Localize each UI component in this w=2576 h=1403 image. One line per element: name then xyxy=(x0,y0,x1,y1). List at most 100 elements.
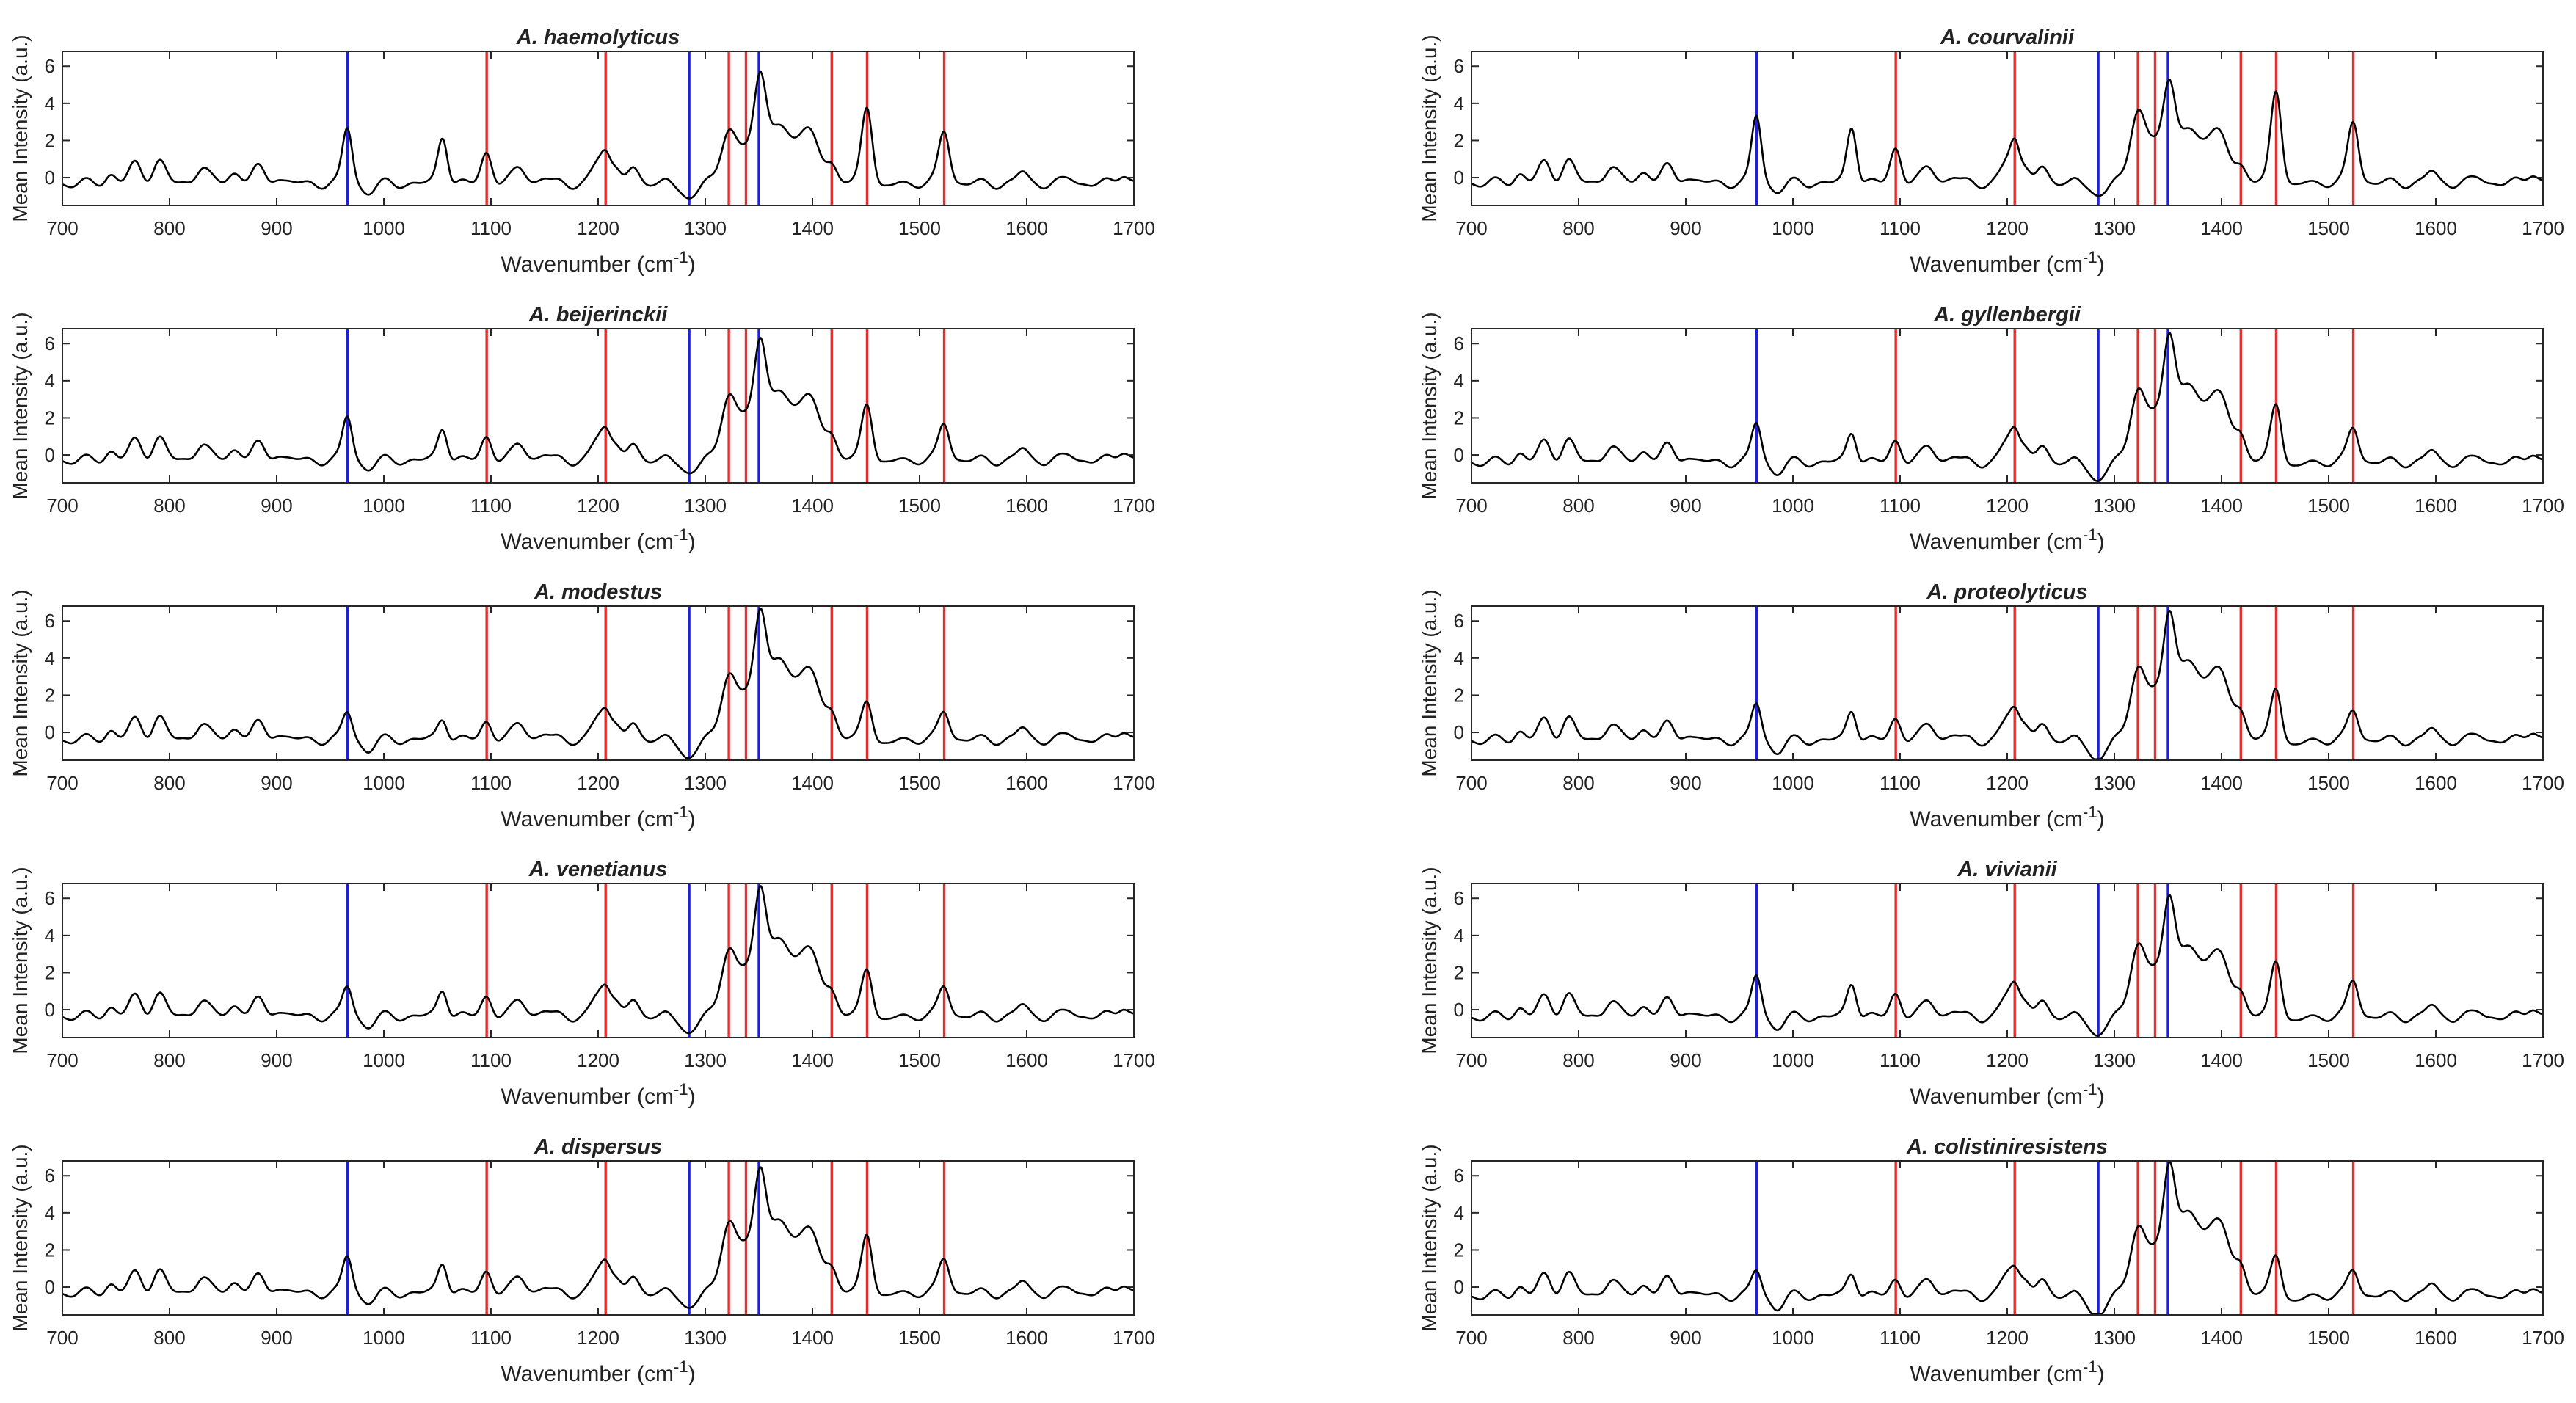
spectrum-panel-9: A. vivianii 700 800 900 1000 1100 1200 1300 1400… xyxy=(1418,858,2564,1109)
x-tick-label: 1400 xyxy=(2200,217,2243,239)
x-tick-label: 1500 xyxy=(898,495,941,517)
panel-title: A. beijerinckii xyxy=(528,303,669,327)
x-tick-label: 700 xyxy=(1455,1049,1487,1071)
y-tick-label: 6 xyxy=(1454,887,1464,909)
y-tick-label: 2 xyxy=(1454,684,1464,706)
x-tick-label: 1600 xyxy=(1005,1327,1048,1349)
x-tick-label: 1400 xyxy=(2200,1049,2243,1071)
x-tick-label: 1000 xyxy=(363,772,405,794)
x-tick-label: 1500 xyxy=(898,217,941,239)
spectrum-panel-1: A. haemolyticus 700 800 900 1000 1100 1200 1300… xyxy=(9,26,1155,277)
x-axis-label: Wavenumber (cm-1) xyxy=(501,525,695,554)
x-tick-label: 1000 xyxy=(363,1049,405,1071)
spectrum-panel-7: A. gyllenbergii 700 800 900 1000 1100 1200 1300… xyxy=(1418,303,2564,554)
x-tick-label: 900 xyxy=(261,1049,292,1071)
y-tick-label: 0 xyxy=(45,167,55,189)
x-tick-label: 1300 xyxy=(684,1327,727,1349)
x-tick-label: 1100 xyxy=(470,495,512,517)
x-tick-label: 800 xyxy=(1562,1049,1594,1071)
x-tick-label: 1000 xyxy=(363,495,405,517)
y-tick-label: 6 xyxy=(45,332,55,354)
y-tick-label: 6 xyxy=(45,887,55,909)
y-tick-label: 0 xyxy=(1454,444,1464,466)
x-tick-label: 1600 xyxy=(1005,217,1048,239)
spectrum-panel-5: A. dispersus 700 800 900 1000 1100 1200 1300 140… xyxy=(9,1135,1155,1386)
y-tick-label: 4 xyxy=(45,92,55,114)
panel-title: A. courvalinii xyxy=(1940,26,2075,49)
y-tick-label: 0 xyxy=(1454,999,1464,1021)
spectrum-line xyxy=(62,337,1135,475)
x-tick-label: 1100 xyxy=(1880,217,1921,239)
x-tick-label: 800 xyxy=(153,772,185,794)
x-tick-label: 1300 xyxy=(684,772,727,794)
x-tick-label: 700 xyxy=(46,217,78,239)
x-tick-label: 900 xyxy=(261,772,292,794)
x-tick-label: 1100 xyxy=(1880,1049,1921,1071)
x-tick-label: 1000 xyxy=(1772,217,1814,239)
panel-title: A. gyllenbergii xyxy=(1933,303,2081,327)
spectrum-line xyxy=(1471,610,2544,760)
y-tick-label: 6 xyxy=(1454,610,1464,632)
y-axis-label: Mean Intensity (a.u.) xyxy=(9,867,32,1054)
spectrum-panel-4: A. venetianus 700 800 900 1000 1100 1200 1300 14… xyxy=(9,858,1155,1109)
panel-title: A. dispersus xyxy=(534,1135,662,1159)
y-tick-label: 0 xyxy=(1454,1276,1464,1298)
x-tick-label: 1600 xyxy=(2415,772,2457,794)
x-tick-label: 1300 xyxy=(684,217,727,239)
spectrum-line xyxy=(62,1166,1135,1309)
x-tick-label: 1000 xyxy=(1772,495,1814,517)
x-tick-label: 1700 xyxy=(1113,1049,1155,1071)
x-tick-label: 800 xyxy=(153,495,185,517)
x-tick-label: 1400 xyxy=(2200,772,2243,794)
x-tick-label: 800 xyxy=(153,1049,185,1071)
x-axis-label: Wavenumber (cm-1) xyxy=(501,248,695,277)
y-axis-label: Mean Intensity (a.u.) xyxy=(9,312,32,499)
x-tick-label: 1600 xyxy=(2415,495,2457,517)
x-tick-label: 1700 xyxy=(1113,1327,1155,1349)
y-tick-label: 2 xyxy=(1454,1239,1464,1261)
x-tick-label: 1700 xyxy=(2522,495,2564,517)
x-tick-label: 700 xyxy=(46,1327,78,1349)
x-tick-label: 1700 xyxy=(1113,217,1155,239)
y-tick-label: 2 xyxy=(45,684,55,706)
x-tick-label: 1400 xyxy=(791,495,834,517)
y-axis-label: Mean Intensity (a.u.) xyxy=(1418,1144,1441,1331)
y-axis-label: Mean Intensity (a.u.) xyxy=(1418,867,1441,1054)
x-tick-label: 1500 xyxy=(898,772,941,794)
spectrum-panel-10: A. colistiniresistens 700 800 900 1000 1100 12… xyxy=(1418,1135,2564,1386)
x-tick-label: 700 xyxy=(46,772,78,794)
x-tick-label: 700 xyxy=(1455,1327,1487,1349)
y-axis-label: Mean Intensity (a.u.) xyxy=(1418,312,1441,499)
x-tick-label: 1100 xyxy=(470,1049,512,1071)
x-tick-label: 1300 xyxy=(2093,1049,2136,1071)
x-tick-label: 1300 xyxy=(2093,495,2136,517)
spectrum-line xyxy=(62,608,1135,759)
y-tick-label: 0 xyxy=(45,1276,55,1298)
y-tick-label: 0 xyxy=(45,999,55,1021)
y-tick-label: 6 xyxy=(45,610,55,632)
x-tick-label: 1700 xyxy=(1113,772,1155,794)
x-tick-label: 800 xyxy=(153,1327,185,1349)
x-tick-label: 700 xyxy=(1455,772,1487,794)
y-tick-label: 4 xyxy=(1454,92,1464,114)
y-tick-label: 4 xyxy=(45,1202,55,1224)
y-tick-label: 6 xyxy=(1454,1165,1464,1187)
y-tick-label: 2 xyxy=(1454,407,1464,429)
y-tick-label: 4 xyxy=(45,925,55,947)
y-axis-label: Mean Intensity (a.u.) xyxy=(9,1144,32,1331)
y-tick-label: 0 xyxy=(45,444,55,466)
x-tick-label: 1200 xyxy=(1986,495,2029,517)
x-tick-label: 1700 xyxy=(2522,772,2564,794)
y-tick-label: 2 xyxy=(45,129,55,151)
x-tick-label: 1500 xyxy=(2307,217,2350,239)
x-tick-label: 1100 xyxy=(1880,1327,1921,1349)
x-tick-label: 1500 xyxy=(2307,1327,2350,1349)
panel-title: A. venetianus xyxy=(528,858,668,881)
x-axis-label: Wavenumber (cm-1) xyxy=(501,803,695,831)
x-tick-label: 1600 xyxy=(1005,772,1048,794)
spectrum-panel-8: A. proteolyticus 700 800 900 1000 1100 1200 130… xyxy=(1418,580,2564,831)
y-tick-label: 0 xyxy=(45,721,55,743)
y-axis-label: Mean Intensity (a.u.) xyxy=(1418,589,1441,776)
y-tick-label: 6 xyxy=(1454,55,1464,77)
